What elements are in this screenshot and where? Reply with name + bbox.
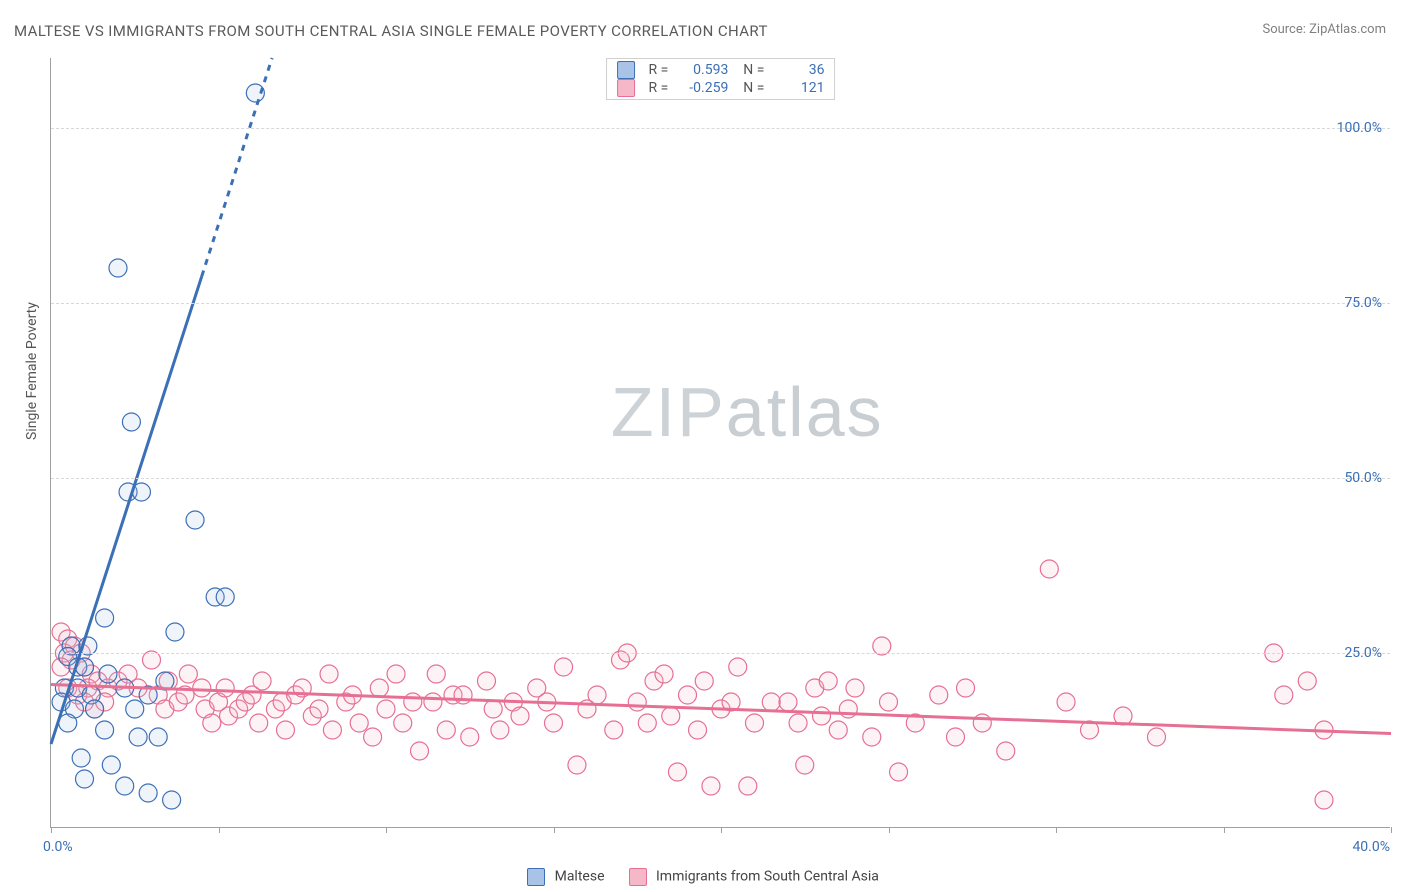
scatter-svg (51, 58, 1390, 827)
swatch-pink-icon (629, 868, 647, 886)
n-blue: 36 (772, 62, 824, 78)
y-tick-label: 50.0% (1344, 470, 1382, 486)
swatch-pink (617, 79, 635, 97)
stats-legend: R =0.593 N =36 R =-0.259 N =121 (606, 58, 836, 100)
plot-area: ZIPatlas R =0.593 N =36 R =-0.259 N =121… (50, 58, 1390, 828)
legend-label-blue: Maltese (555, 869, 605, 885)
chart-title: MALTESE VS IMMIGRANTS FROM SOUTH CENTRAL… (14, 22, 768, 40)
y-tick-label: 100.0% (1337, 120, 1382, 136)
legend-label-pink: Immigrants from South Central Asia (656, 869, 879, 885)
r-blue: 0.593 (676, 62, 728, 78)
n-pink: 121 (772, 80, 824, 96)
legend-item-blue: Maltese (527, 868, 604, 886)
swatch-blue (617, 61, 635, 79)
legend-item-pink: Immigrants from South Central Asia (629, 868, 879, 886)
y-axis-label: Single Female Poverty (24, 302, 40, 440)
bottom-legend: Maltese Immigrants from South Central As… (0, 868, 1406, 886)
r-pink: -0.259 (676, 80, 728, 96)
source-label: Source: ZipAtlas.com (1262, 22, 1386, 37)
y-tick-label: 25.0% (1344, 645, 1382, 661)
swatch-blue-icon (527, 868, 545, 886)
x-tick-start: 0.0% (43, 839, 73, 855)
stats-row-pink: R =-0.259 N =121 (617, 79, 825, 97)
y-tick-label: 75.0% (1344, 295, 1382, 311)
stats-row-blue: R =0.593 N =36 (617, 61, 825, 79)
x-tick-end: 40.0% (1352, 839, 1390, 855)
